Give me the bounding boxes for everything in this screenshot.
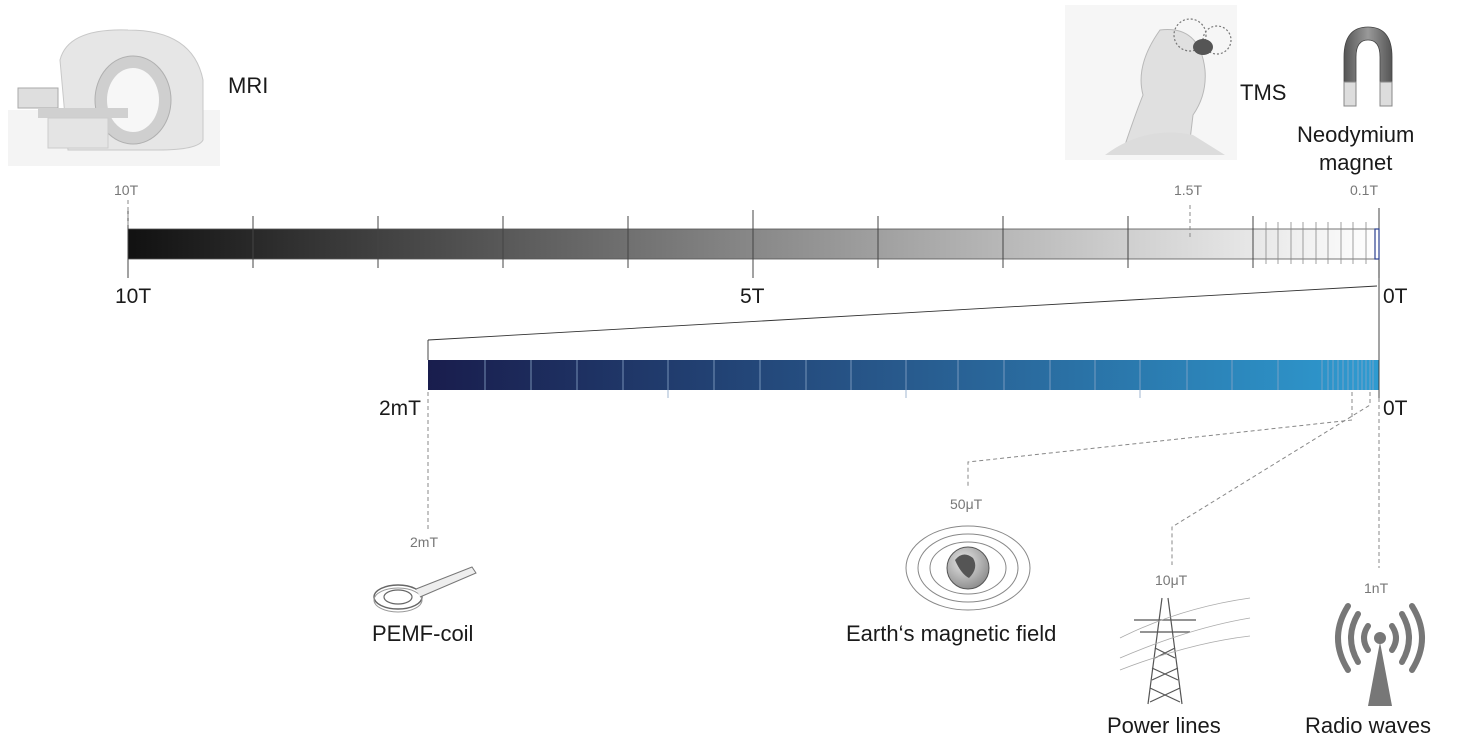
mri-name: MRI [228,73,269,98]
pemf-coil-icon [373,566,477,613]
top-scale-mid-label: 5T [740,285,765,308]
leader-lines [427,392,1380,568]
zoom-window [1374,228,1380,260]
radio-antenna-icon [1335,603,1425,706]
neodymium-name: Neodymium magnet [1297,122,1415,175]
earth-name: Earth‘s magnetic field [846,621,1057,646]
radio-name: Radio waves [1305,713,1431,738]
tms-head-icon [1065,5,1237,160]
power-value-label: 10μT [1155,572,1188,588]
bottom-scale-left-label: 2mT [379,397,421,420]
bottom-scale-right-label: 0T [1383,397,1408,420]
earth-field-icon [905,525,1031,611]
earth-leader [967,392,1353,488]
neodymium-value-label: 0.1T [1350,182,1379,198]
bottom-scale-ticks [484,360,1374,398]
power-tower-icon [1119,597,1251,705]
top-scale-right-label: 0T [1383,285,1408,308]
pemf-value-label: 2mT [410,534,438,550]
horseshoe-magnet-icon [1343,26,1393,107]
tms-name: TMS [1240,80,1287,105]
power-name: Power lines [1107,713,1221,738]
pemf-name: PEMF-coil [372,621,474,646]
top-scale-minor-ticks [1265,222,1367,264]
zoom-line-left [427,285,1378,341]
top-scale-left-label: 10T [115,285,152,308]
mri-value-label: 10T [114,182,139,198]
radio-value-label: 1nT [1364,580,1389,596]
earth-value-label: 50μT [950,496,983,512]
bottom-scale-bar [428,360,1379,390]
power-leader [1171,392,1371,565]
mri-scanner-icon [8,29,220,166]
tms-value-label: 1.5T [1174,182,1203,198]
